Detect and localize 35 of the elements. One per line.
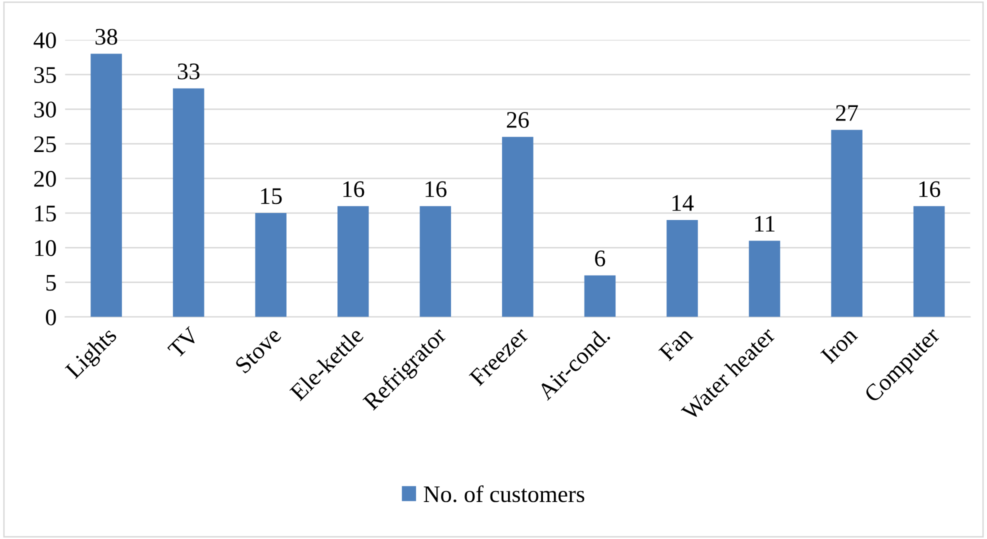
y-tick-label: 30	[34, 102, 56, 118]
y-tick-label: 25	[34, 136, 56, 152]
data-label: 16	[343, 181, 364, 198]
data-label: 27	[836, 105, 858, 121]
data-label: 16	[426, 181, 446, 198]
y-tick-label: 40	[34, 32, 56, 48]
bar	[420, 206, 452, 317]
y-tick-label: 20	[34, 170, 56, 187]
bar	[502, 136, 534, 317]
data-label: 38	[96, 28, 118, 45]
y-tick-label: 5	[46, 275, 56, 291]
y-tick-label: 10	[35, 240, 56, 256]
y-tick-label: 0	[46, 309, 56, 326]
bar	[255, 213, 286, 317]
data-label: 14	[672, 195, 694, 211]
bar	[748, 240, 780, 317]
x-tick-label: Fan	[658, 326, 694, 362]
bar	[831, 130, 862, 317]
data-label: 33	[178, 64, 200, 80]
bar	[913, 206, 945, 317]
data-label: 15	[261, 188, 282, 204]
bar	[337, 206, 369, 317]
data-label: 26	[506, 112, 529, 128]
data-label: 16	[919, 181, 940, 198]
legend-label: No. of customers	[424, 485, 584, 502]
data-label: 11	[755, 216, 774, 232]
data-label: 6	[595, 250, 606, 266]
x-tick-label: Iron	[820, 326, 858, 364]
y-tick-label: 15	[35, 206, 56, 222]
bar	[666, 220, 698, 317]
bar	[172, 88, 204, 317]
x-tick-label: TV	[167, 326, 200, 360]
bar	[90, 54, 122, 317]
y-tick-label: 35	[34, 67, 56, 83]
bar	[584, 275, 616, 317]
